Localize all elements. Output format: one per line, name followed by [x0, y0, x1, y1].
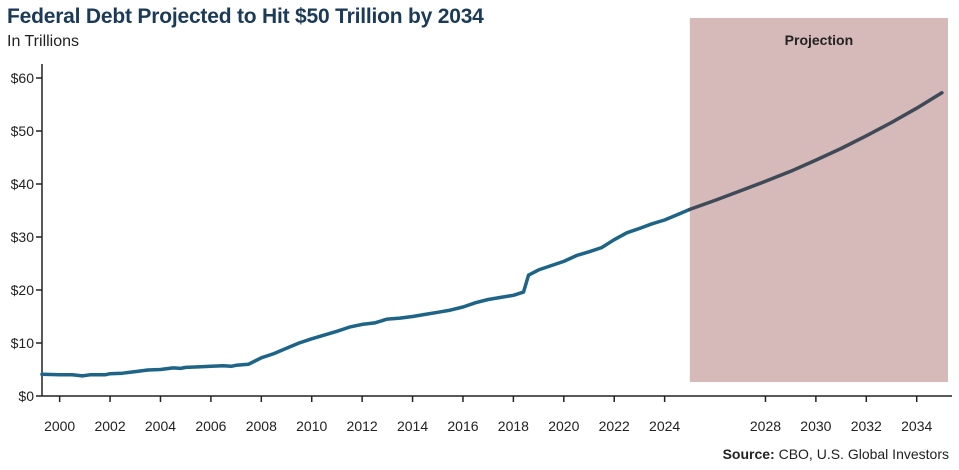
source-label: Source:: [722, 446, 775, 462]
y-tick-label: $60: [11, 70, 35, 86]
x-tick-label: 2006: [195, 418, 226, 434]
x-tick-label: 2020: [548, 418, 579, 434]
x-tick-label: 2014: [397, 418, 428, 434]
chart-title: Federal Debt Projected to Hit $50 Trilli…: [7, 5, 484, 28]
source-text: CBO, U.S. Global Investors: [774, 446, 949, 462]
y-tick-label: $10: [11, 335, 35, 351]
x-axis: 2000 2002 2004 2006 2008 2010 2012 2014 2016 2018…: [42, 395, 952, 434]
source-note: Source: CBO, U.S. Global Investors: [723, 446, 949, 462]
x-tick-label: 2024: [649, 418, 680, 434]
x-tick-label: 2002: [94, 418, 125, 434]
x-tick-label: 2028: [750, 418, 781, 434]
x-tick-label: 2008: [246, 418, 277, 434]
y-tick-label: $50: [11, 123, 35, 139]
x-tick-label: 2022: [599, 418, 630, 434]
projection-label: Projection: [785, 32, 853, 48]
x-tick-label: 2030: [800, 418, 831, 434]
x-tick-label: 2018: [498, 418, 529, 434]
x-tick-label: 2010: [296, 418, 327, 434]
x-tick-label: 2032: [851, 418, 882, 434]
x-tick-label: 2016: [447, 418, 478, 434]
x-tick-label: 2000: [44, 418, 75, 434]
y-tick-label: $40: [11, 176, 35, 192]
y-tick-label: $0: [18, 388, 34, 404]
y-axis: $0 $10 $20 $30 $40 $50 $60: [11, 64, 43, 404]
y-tick-label: $30: [11, 229, 35, 245]
projected-debt-line: [688, 91, 944, 212]
x-tick-label: 2034: [901, 418, 932, 434]
y-tick-label: $20: [11, 282, 35, 298]
x-tick-label: 2012: [347, 418, 378, 434]
historical-debt-line: [40, 207, 692, 378]
chart-subtitle: In Trillions: [7, 33, 80, 50]
projection-band: [689, 18, 948, 382]
x-tick-label: 2004: [145, 418, 176, 434]
